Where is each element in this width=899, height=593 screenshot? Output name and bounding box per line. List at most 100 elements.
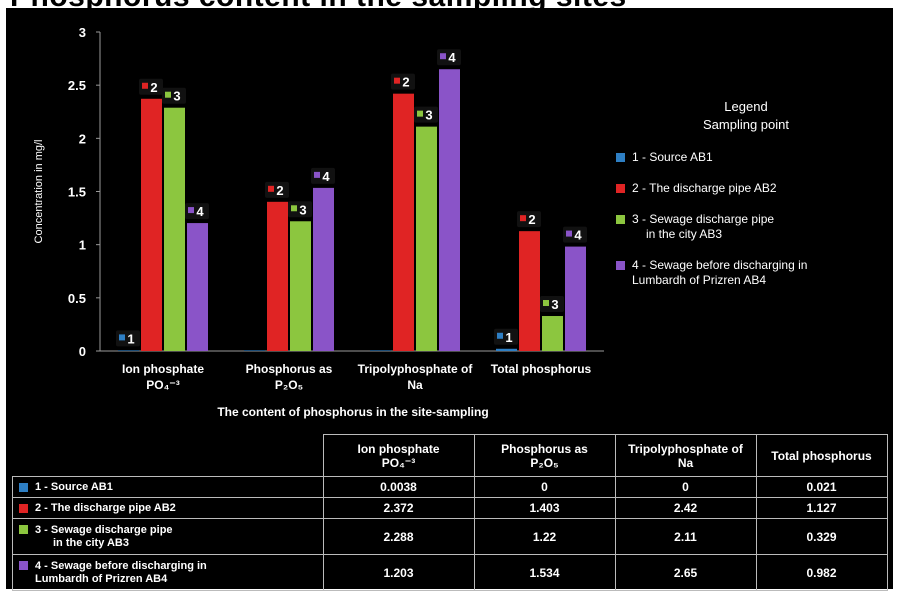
bar-marker-swatch xyxy=(142,82,148,89)
legend-item-4: 4 - Sewage before discharging in Lumbard… xyxy=(606,258,886,288)
legend-swatch xyxy=(616,184,625,193)
x-axis-label: The content of phosphorus in the site-sa… xyxy=(217,405,488,419)
table-row: 2 - The discharge pipe AB2 2.372 1.403 2… xyxy=(12,497,888,519)
legend-swatch xyxy=(616,261,625,270)
legend: Legend Sampling point 1 - Source AB1 2 -… xyxy=(606,98,886,288)
table-header: Total phosphorus xyxy=(755,434,888,477)
legend-label: 4 - Sewage before discharging in xyxy=(632,258,808,272)
bar-marker-swatch xyxy=(520,215,526,222)
bar-marker-label: 3 xyxy=(299,202,306,217)
table-cell: 0.982 xyxy=(755,554,888,591)
bar xyxy=(164,107,185,351)
table-cell: 1.22 xyxy=(473,518,616,555)
bar-marker-swatch xyxy=(314,171,320,178)
bar xyxy=(141,98,162,351)
table-cell: 0 xyxy=(473,476,616,498)
bar-marker-label: 3 xyxy=(551,297,558,312)
table-row: 4 - Sewage before discharging in Lumbardh… xyxy=(12,554,888,591)
bar-marker-swatch xyxy=(165,91,171,98)
y-tick-label: 2 xyxy=(79,131,86,146)
data-table: Ion phosphate PO₄⁻³ Phosphorus as P₂O₅ Tri… xyxy=(12,434,888,591)
legend-swatch xyxy=(616,153,625,162)
data-table-wrap: Ion phosphate PO₄⁻³ Phosphorus as P₂O₅ Tri… xyxy=(12,434,888,591)
table-cell: 2.65 xyxy=(614,554,757,591)
bar xyxy=(542,316,563,351)
bar-marker-swatch xyxy=(497,332,503,339)
legend-title: Legend Sampling point xyxy=(606,98,886,134)
bar-marker-swatch xyxy=(543,300,549,307)
bar xyxy=(565,246,586,351)
bar-marker-swatch xyxy=(440,53,446,60)
x-tick-label: Ion phosphate xyxy=(122,362,204,376)
table-header: Ion phosphate PO₄⁻³ xyxy=(322,434,475,477)
table-cell: 2.288 xyxy=(322,518,475,555)
bar-marker-swatch xyxy=(394,77,400,84)
bar xyxy=(118,350,139,351)
bar-chart: 0 0.5 1 1.5 2 2.5 3 Concentration in mg/l 1 2 3 4 Io… xyxy=(33,25,604,419)
bar-marker-swatch xyxy=(291,205,297,212)
legend-item-1: 1 - Source AB1 xyxy=(606,150,886,165)
bar xyxy=(496,348,517,351)
bar-marker-label: 4 xyxy=(448,50,456,65)
y-tick-label: 1.5 xyxy=(68,185,86,200)
y-tick-label: 0.5 xyxy=(68,291,86,306)
y-tick-label: 2.5 xyxy=(68,78,86,93)
table-row: 1 - Source AB1 0.0038 0 0 0.021 xyxy=(12,476,888,498)
x-tick-label: Phosphorus as xyxy=(246,362,333,376)
bar xyxy=(416,126,437,352)
bar xyxy=(267,201,288,351)
table-cell: 1.534 xyxy=(473,554,616,591)
table-cell: 2.42 xyxy=(614,497,757,519)
table-row-label: 2 - The discharge pipe AB2 xyxy=(12,497,324,519)
table-header: Phosphorus as P₂O₅ xyxy=(473,434,616,477)
legend-label: 3 - Sewage discharge pipe xyxy=(632,212,775,226)
bar-marker-swatch xyxy=(417,110,423,117)
legend-label: 2 - The discharge pipe AB2 xyxy=(632,181,777,195)
y-tick-label: 3 xyxy=(79,25,86,40)
table-row-label: 3 - Sewage discharge pipe in the city AB3 xyxy=(12,518,324,555)
bar-marker-label: 4 xyxy=(574,228,582,243)
legend-item-2: 2 - The discharge pipe AB2 xyxy=(606,181,886,196)
bar xyxy=(370,350,391,351)
x-tick-label-line2: P₂O₅ xyxy=(275,378,303,392)
bar-marker-label: 2 xyxy=(276,183,283,198)
legend-swatch xyxy=(616,215,625,224)
table-row: 3 - Sewage discharge pipe in the city AB3… xyxy=(12,518,888,555)
bar-marker-label: 1 xyxy=(505,330,512,345)
bar-marker-label: 2 xyxy=(150,80,157,95)
bar xyxy=(313,187,334,351)
bar-marker-label: 3 xyxy=(425,108,432,123)
table-cell: 0 xyxy=(614,476,757,498)
table-cell: 0.021 xyxy=(755,476,888,498)
table-cell: 2.372 xyxy=(322,497,475,519)
table-cell: 0.0038 xyxy=(322,476,475,498)
table-cell: 0.329 xyxy=(755,518,888,555)
bar-marker-swatch xyxy=(119,334,125,341)
bar xyxy=(393,93,414,351)
bar-marker-label: 1 xyxy=(127,331,134,346)
y-tick-label: 1 xyxy=(79,238,86,253)
table-cell: 1.403 xyxy=(473,497,616,519)
bar xyxy=(244,350,265,351)
legend-title-line1: Legend xyxy=(724,99,768,114)
bar xyxy=(290,221,311,351)
legend-label-line2: Lumbardh of Prizren AB4 xyxy=(632,273,767,287)
x-tick-label: Tripolyphosphate of xyxy=(358,362,474,376)
y-axis-label: Concentration in mg/l xyxy=(33,140,45,244)
legend-label-line2: in the city AB3 xyxy=(646,227,723,241)
x-tick-label-line2: PO₄⁻³ xyxy=(146,378,179,392)
bar xyxy=(519,231,540,351)
table-cell: 2.11 xyxy=(614,518,757,555)
x-tick-label: Total phosphorus xyxy=(491,362,592,376)
bar-marker-swatch xyxy=(268,185,274,192)
table-row-label: 1 - Source AB1 xyxy=(12,476,324,498)
bar-marker-label: 4 xyxy=(322,169,330,184)
bar-marker-label: 4 xyxy=(196,204,204,219)
legend-title-line2: Sampling point xyxy=(703,117,789,132)
legend-label: 1 - Source AB1 xyxy=(632,150,713,164)
x-tick-label-line2: Na xyxy=(407,378,423,392)
table-corner xyxy=(12,434,324,477)
table-row-label: 4 - Sewage before discharging in Lumbardh… xyxy=(12,554,324,591)
table-cell: 1.127 xyxy=(755,497,888,519)
y-tick-label: 0 xyxy=(79,344,86,359)
